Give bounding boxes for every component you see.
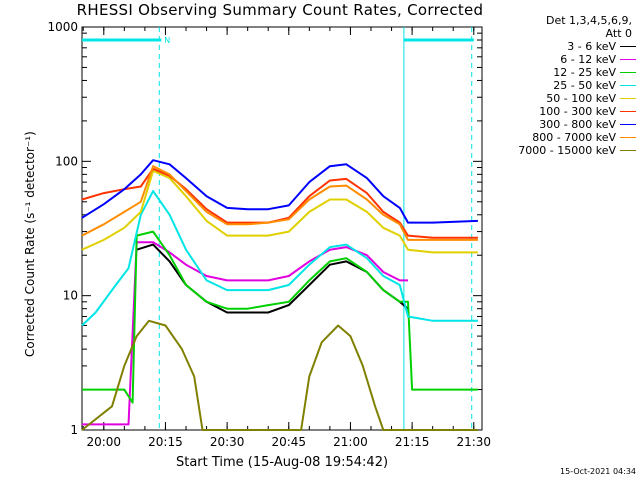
legend-label: 3 - 6 keV: [567, 40, 616, 53]
x-tick-label: 20:15: [148, 435, 183, 449]
y-tick-label: 1000: [47, 20, 78, 34]
legend-entry: 800 - 7000 keV: [484, 131, 636, 144]
y-axis-label: Corrected Count Rate (s⁻¹ detector⁻¹): [23, 131, 37, 357]
legend-label: 300 - 800 keV: [539, 118, 616, 131]
legend-entries: 3 - 6 keV 6 - 12 keV 12 - 25 keV 25 - 50 ke…: [484, 40, 636, 157]
legend-header-line-1: Det 1,3,4,5,6,9,: [545, 14, 632, 27]
legend-label: 50 - 100 keV: [546, 92, 616, 105]
legend-swatch: [620, 85, 636, 86]
chart-title: RHESSI Observing Summary Count Rates, Co…: [76, 1, 484, 19]
y-tick-label: 100: [55, 154, 78, 168]
x-tick-label: 21:00: [333, 435, 368, 449]
legend-swatch: [620, 111, 636, 112]
legend-swatch: [620, 98, 636, 99]
series-line-3: [82, 230, 478, 404]
x-tick-label: 20:00: [86, 435, 121, 449]
series-line-2: [82, 241, 408, 426]
series-line-7: [81, 159, 478, 224]
legend-swatch: [620, 124, 636, 125]
legend-swatch: [620, 150, 636, 151]
legend-label: 7000 - 15000 keV: [518, 144, 616, 157]
x-tick-label: 20:45: [271, 435, 306, 449]
legend-swatch: [620, 72, 636, 73]
legend-label: 800 - 7000 keV: [532, 131, 616, 144]
legend-label: 6 - 12 keV: [560, 53, 616, 66]
plot-frame: [81, 26, 483, 431]
series-line-9: [81, 319, 478, 431]
legend: Det 1,3,4,5,6,9, Att 0 3 - 6 keV 6 - 12 k…: [484, 14, 636, 157]
legend-label: 100 - 300 keV: [539, 105, 616, 118]
y-tick-label: 1: [70, 423, 78, 437]
x-tick-label: 21:30: [456, 435, 491, 449]
series-line-5: [81, 169, 478, 254]
legend-swatch: [620, 137, 636, 138]
legend-swatch: [620, 46, 636, 47]
legend-swatch: [620, 59, 636, 60]
series-line-8: [81, 165, 478, 241]
x-axis-label: Start Time (15-Aug-08 19:54:42): [175, 455, 389, 470]
x-tick-label: 20:30: [210, 435, 245, 449]
legend-entry: 100 - 300 keV: [484, 105, 636, 118]
legend-entry: 50 - 100 keV: [484, 92, 636, 105]
legend-entry: 6 - 12 keV: [484, 53, 636, 66]
legend-entry: 12 - 25 keV: [484, 66, 636, 79]
legend-header-line-2: Att 0: [605, 27, 632, 40]
legend-label: 12 - 25 keV: [553, 66, 616, 79]
legend-entry: 7000 - 15000 keV: [484, 144, 636, 157]
legend-label: 25 - 50 keV: [553, 79, 616, 92]
x-tick-label: 21:15: [395, 435, 430, 449]
legend-entry: 25 - 50 keV: [484, 79, 636, 92]
time-marker-label: N: [164, 36, 170, 45]
series-line-6: [81, 167, 478, 239]
generated-timestamp: 15-Oct-2021 04:34: [560, 467, 636, 476]
legend-entry: 300 - 800 keV: [484, 118, 636, 131]
y-tick-label: 10: [63, 289, 78, 303]
series-line-4: [81, 190, 478, 327]
legend-entry: 3 - 6 keV: [484, 40, 636, 53]
